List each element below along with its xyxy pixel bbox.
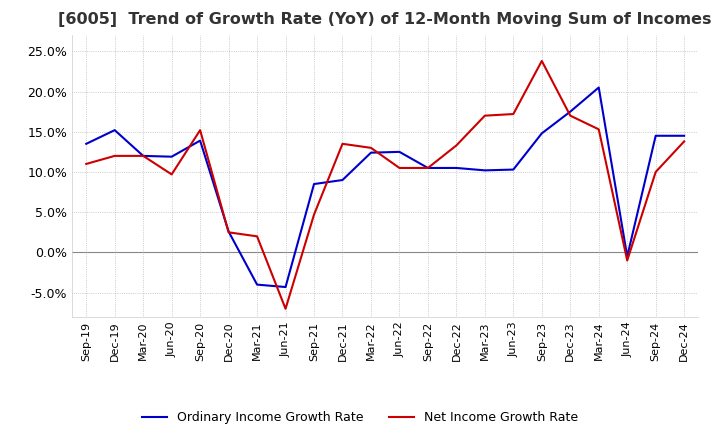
Net Income Growth Rate	[480, 113, 489, 118]
Net Income Growth Rate	[566, 113, 575, 118]
Net Income Growth Rate	[338, 141, 347, 147]
Ordinary Income Growth Rate	[509, 167, 518, 172]
Ordinary Income Growth Rate	[225, 229, 233, 234]
Net Income Growth Rate	[623, 258, 631, 263]
Net Income Growth Rate	[196, 128, 204, 133]
Net Income Growth Rate	[366, 145, 375, 150]
Line: Ordinary Income Growth Rate: Ordinary Income Growth Rate	[86, 88, 684, 287]
Ordinary Income Growth Rate	[139, 153, 148, 158]
Net Income Growth Rate	[595, 127, 603, 132]
Ordinary Income Growth Rate	[423, 165, 432, 171]
Ordinary Income Growth Rate	[310, 181, 318, 187]
Net Income Growth Rate	[680, 139, 688, 144]
Ordinary Income Growth Rate	[196, 138, 204, 143]
Ordinary Income Growth Rate	[480, 168, 489, 173]
Ordinary Income Growth Rate	[623, 254, 631, 259]
Ordinary Income Growth Rate	[82, 141, 91, 147]
Ordinary Income Growth Rate	[595, 85, 603, 90]
Ordinary Income Growth Rate	[566, 109, 575, 114]
Net Income Growth Rate	[282, 306, 290, 312]
Net Income Growth Rate	[395, 165, 404, 171]
Net Income Growth Rate	[225, 230, 233, 235]
Ordinary Income Growth Rate	[282, 284, 290, 290]
Ordinary Income Growth Rate	[452, 165, 461, 171]
Net Income Growth Rate	[167, 172, 176, 177]
Ordinary Income Growth Rate	[366, 150, 375, 155]
Net Income Growth Rate	[509, 111, 518, 117]
Title: [6005]  Trend of Growth Rate (YoY) of 12-Month Moving Sum of Incomes: [6005] Trend of Growth Rate (YoY) of 12-…	[58, 12, 712, 27]
Net Income Growth Rate	[82, 161, 91, 167]
Net Income Growth Rate	[110, 153, 119, 158]
Net Income Growth Rate	[452, 143, 461, 148]
Ordinary Income Growth Rate	[652, 133, 660, 139]
Net Income Growth Rate	[652, 169, 660, 175]
Net Income Growth Rate	[537, 59, 546, 64]
Net Income Growth Rate	[253, 234, 261, 239]
Ordinary Income Growth Rate	[680, 133, 688, 139]
Line: Net Income Growth Rate: Net Income Growth Rate	[86, 61, 684, 309]
Net Income Growth Rate	[310, 212, 318, 217]
Ordinary Income Growth Rate	[110, 128, 119, 133]
Legend: Ordinary Income Growth Rate, Net Income Growth Rate: Ordinary Income Growth Rate, Net Income …	[138, 407, 582, 429]
Ordinary Income Growth Rate	[537, 131, 546, 136]
Ordinary Income Growth Rate	[253, 282, 261, 287]
Ordinary Income Growth Rate	[167, 154, 176, 159]
Net Income Growth Rate	[423, 165, 432, 171]
Ordinary Income Growth Rate	[338, 177, 347, 183]
Ordinary Income Growth Rate	[395, 149, 404, 154]
Net Income Growth Rate	[139, 153, 148, 158]
